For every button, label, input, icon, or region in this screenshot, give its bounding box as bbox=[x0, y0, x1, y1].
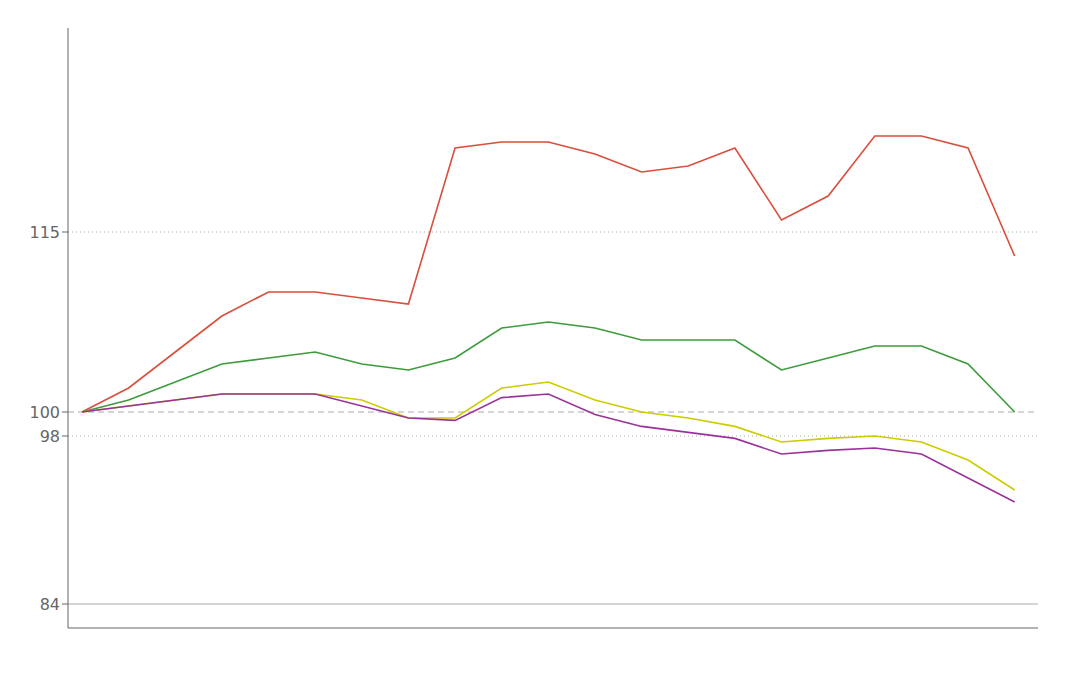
svg-text:84: 84 bbox=[40, 595, 60, 614]
svg-text:98: 98 bbox=[40, 427, 60, 446]
svg-text:115: 115 bbox=[29, 223, 60, 242]
svg-text:100: 100 bbox=[29, 403, 60, 422]
